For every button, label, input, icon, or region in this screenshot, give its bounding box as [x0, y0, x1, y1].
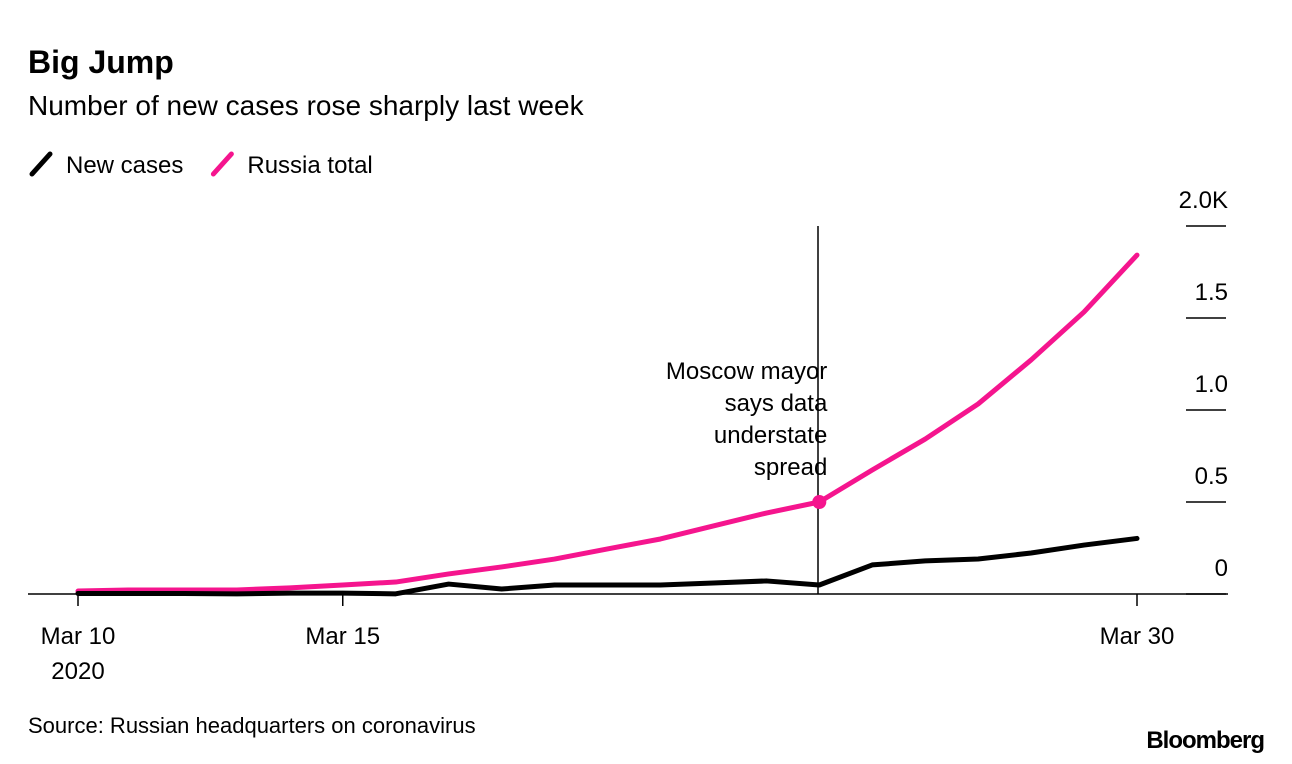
legend-swatch	[210, 151, 234, 177]
annotation-text: spread	[754, 454, 827, 481]
annotation-point	[812, 495, 827, 509]
x-tick-label: Mar 30	[1100, 623, 1175, 650]
chart-title: Big Jump	[28, 44, 174, 80]
annotation-text: says data	[725, 390, 828, 417]
legend-label: Russia total	[247, 152, 372, 179]
y-tick-label: 0	[1215, 555, 1228, 582]
line-series	[75, 252, 1140, 594]
x-tick-label: Mar 10	[41, 623, 116, 650]
y-tick-label: 1.0	[1195, 371, 1228, 398]
y-tick-label: 0.5	[1195, 463, 1228, 490]
annotation-text: Moscow mayor	[666, 358, 827, 385]
x-year-label: 2020	[51, 658, 104, 685]
y-tick-label: 2.0K	[1179, 187, 1228, 214]
chart-subtitle: Number of new cases rose sharply last we…	[28, 90, 585, 121]
legend-label: New cases	[66, 152, 183, 179]
y-tick-label: 1.5	[1195, 279, 1228, 306]
legend-swatch	[29, 151, 53, 177]
x-tick-label: Mar 15	[305, 623, 380, 650]
line-series	[75, 535, 1140, 597]
source: Source: Russian headquarters on coronavi…	[28, 713, 476, 738]
annotation-text: understate	[714, 422, 827, 449]
brand-logo: Bloomberg	[1146, 727, 1264, 754]
